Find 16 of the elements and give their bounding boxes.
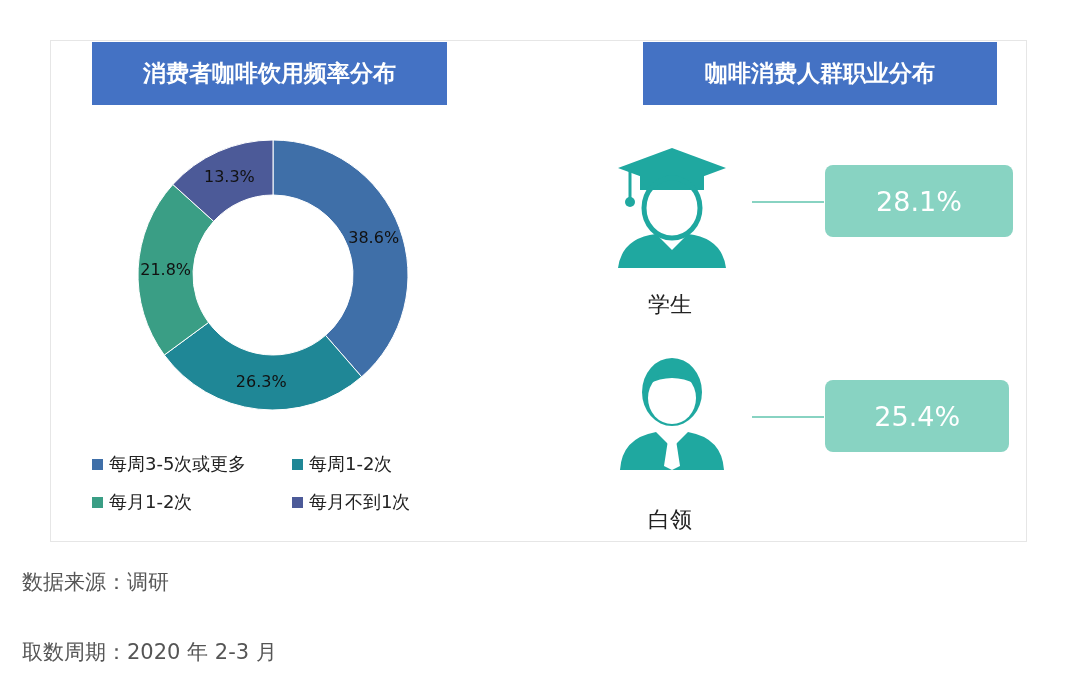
text: 咖啡消费人群职业分布 bbox=[643, 42, 997, 105]
data-label: 21.8% bbox=[140, 260, 192, 280]
legend-label: 每周3-5次或更多 bbox=[109, 452, 247, 476]
text: 取数周期：2020 年 2-3 月 bbox=[22, 639, 277, 666]
category-label: 学生 bbox=[647, 291, 693, 319]
legend-label: 每月1-2次 bbox=[109, 490, 193, 514]
legend-label: 每周1-2次 bbox=[309, 452, 393, 476]
data-label: 26.3% bbox=[235, 372, 287, 392]
category-label: 白领 bbox=[647, 506, 693, 534]
data-label: 28.1% bbox=[825, 165, 1013, 237]
source-note: 数据来源：调研 bbox=[22, 569, 169, 596]
legend-label: 每月不到1次 bbox=[309, 490, 411, 514]
chart-title: 消费者咖啡饮用频率分布 bbox=[92, 42, 447, 105]
data-label: 13.3% bbox=[203, 167, 255, 187]
data-label: 38.6% bbox=[348, 227, 400, 247]
data-label: 25.4% bbox=[825, 380, 1010, 452]
